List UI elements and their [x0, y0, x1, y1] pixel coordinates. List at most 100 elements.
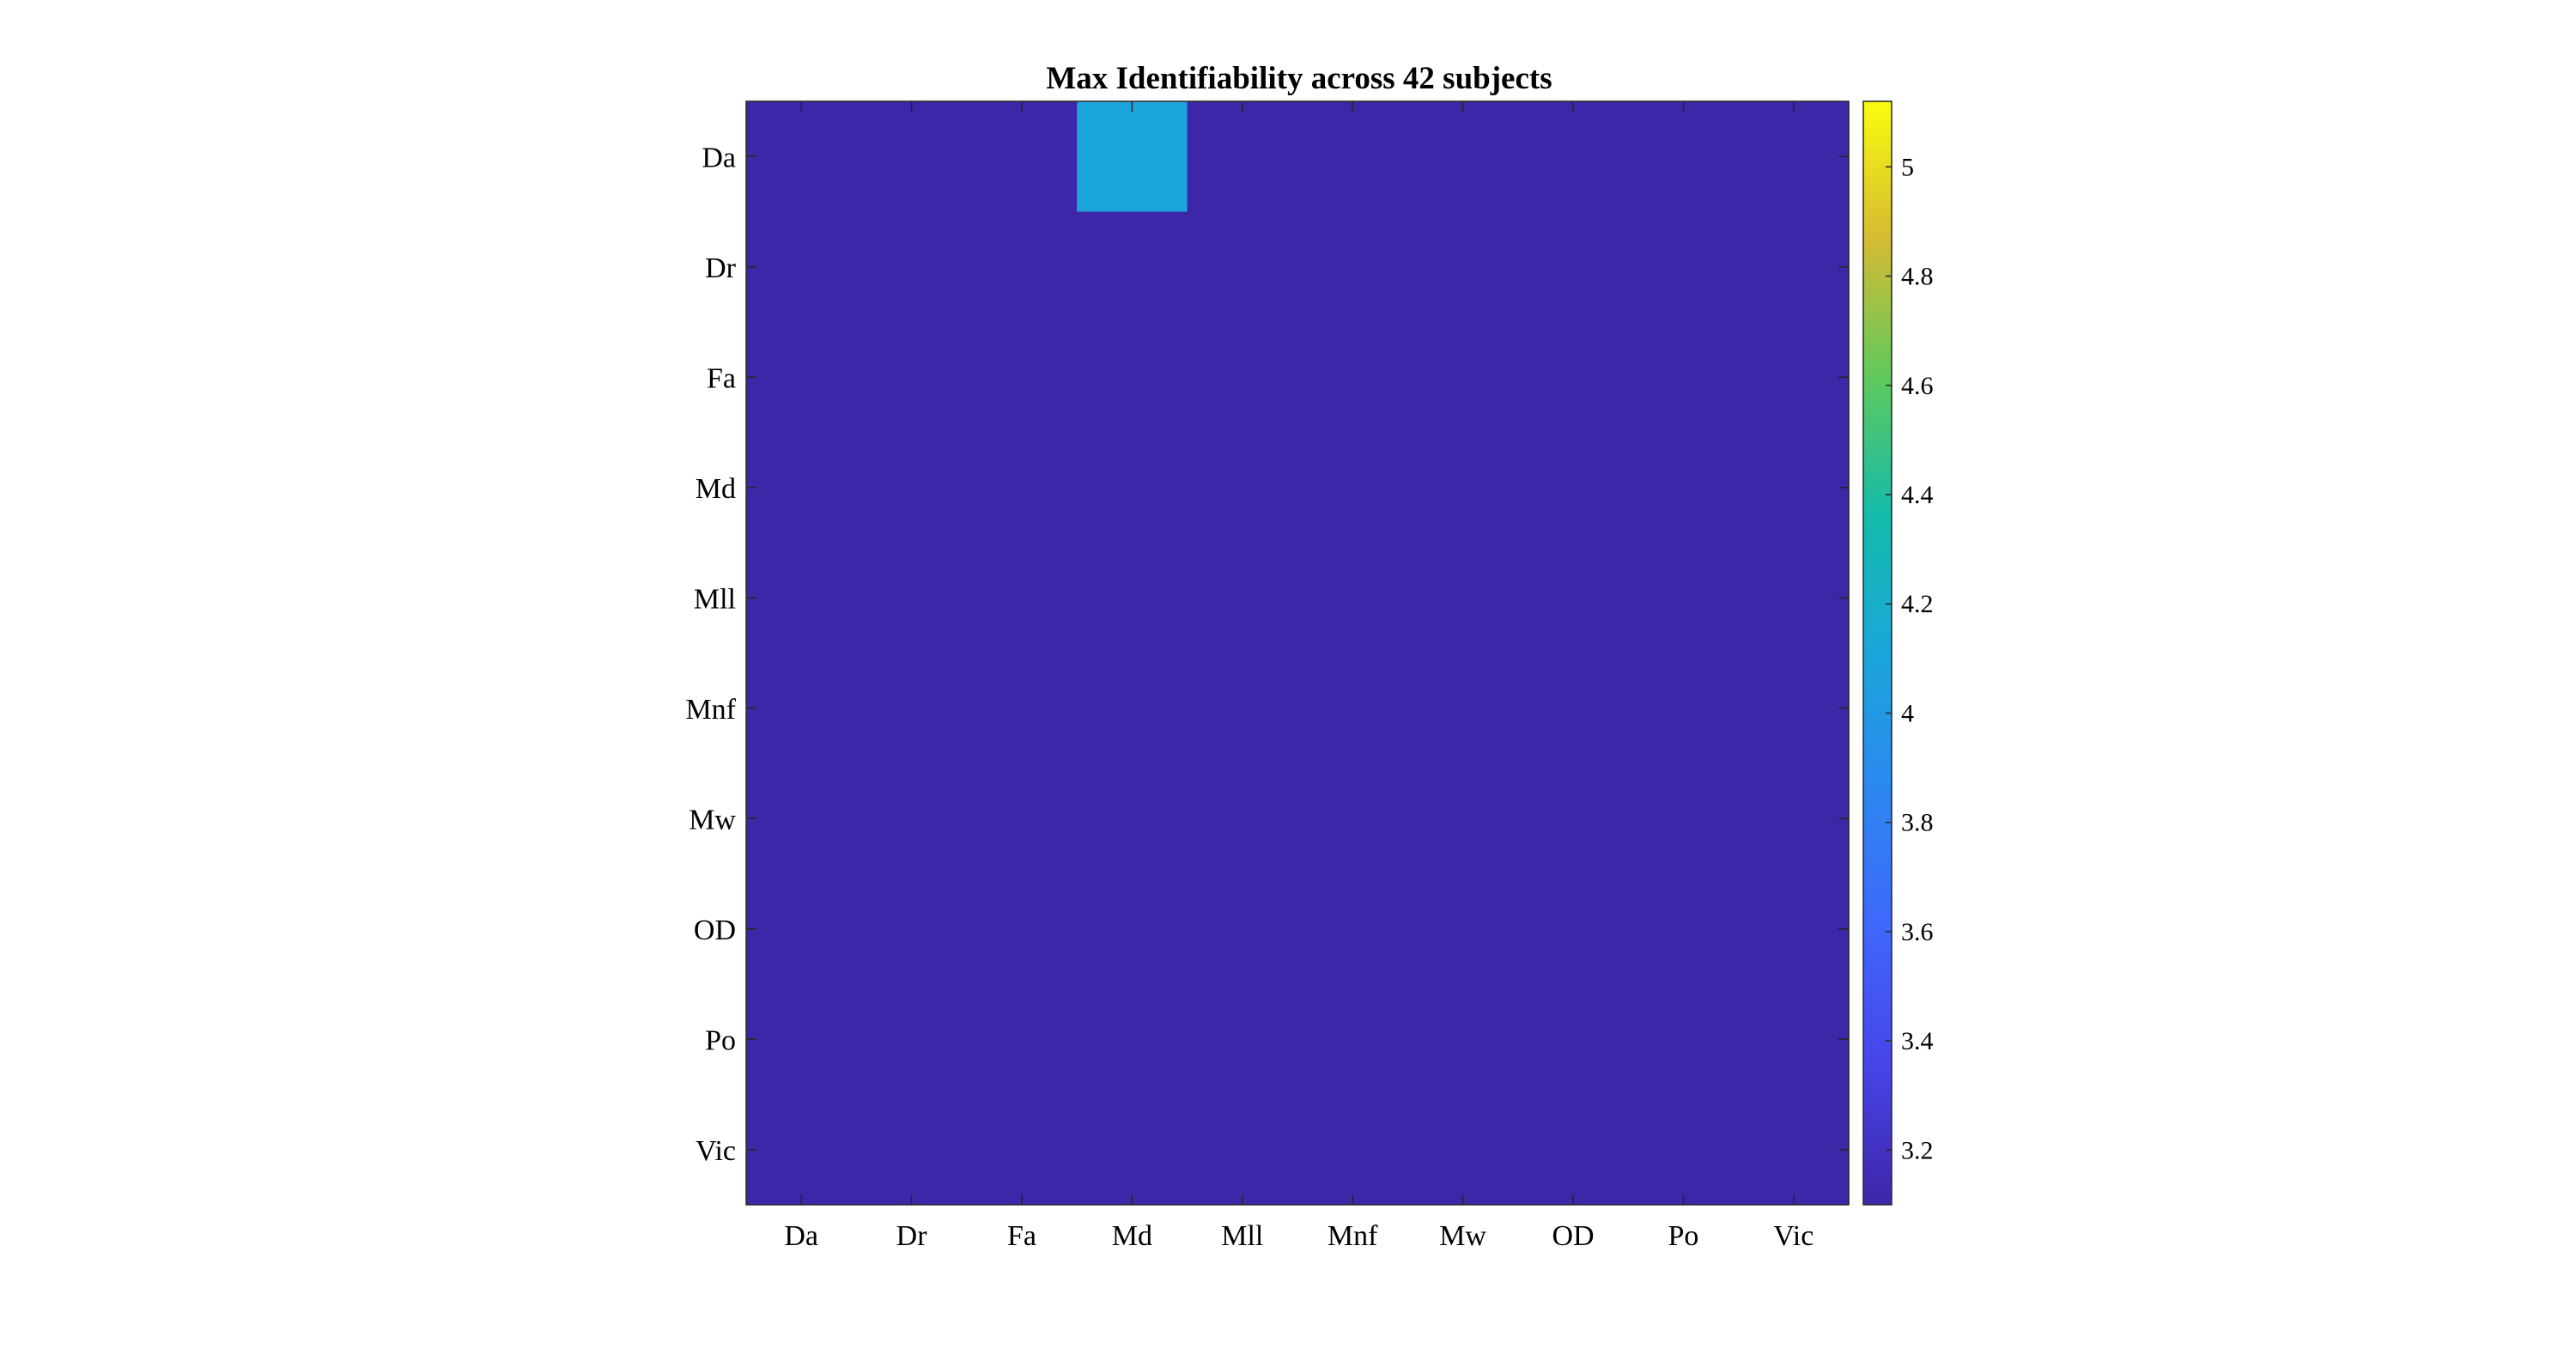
- chart-title: Max Identifiability across 42 subjects: [1046, 61, 1552, 96]
- heatmap-cell-Mnf-Fa: [966, 653, 1078, 764]
- heatmap-cell-Mll-Po: [1628, 543, 1740, 654]
- heatmap-cell-Mnf-Mll: [1187, 653, 1298, 764]
- heatmap-cell-Md-Da: [746, 432, 857, 544]
- heatmap-cell-Vic-Mw: [1407, 1094, 1519, 1206]
- heatmap-cell-Dr-Md: [1077, 211, 1188, 323]
- heatmap-cell-Vic-Da: [746, 1094, 857, 1206]
- heatmap-cell-Mnf-Md: [1077, 653, 1188, 764]
- heatmap-cell-Mll-Da: [746, 543, 857, 654]
- heatmap-cell-Mw-Dr: [856, 763, 968, 875]
- x-tick-label: Fa: [1007, 1220, 1036, 1252]
- x-tick-label: Mnf: [1327, 1220, 1378, 1252]
- heatmap-cell-Po-Vic: [1738, 984, 1850, 1096]
- heatmap-cell-Vic-Dr: [856, 1094, 968, 1206]
- colorbar-tick-label: 3.2: [1901, 1136, 1934, 1164]
- heatmap-cell-Mw-Po: [1628, 763, 1740, 875]
- heatmap-cell-Vic-Md: [1077, 1094, 1188, 1206]
- heatmap-cell-Dr-Mnf: [1297, 211, 1408, 323]
- x-tick-label: Dr: [896, 1220, 928, 1252]
- heatmap-cell-Fa-Mw: [1407, 322, 1519, 434]
- colorbar-tick-label: 5: [1901, 153, 1914, 181]
- y-tick-label: Dr: [705, 252, 737, 284]
- heatmap-cell-Po-Mw: [1407, 984, 1519, 1096]
- y-tick-label: Da: [702, 142, 736, 173]
- heatmap-cell-Po-Da: [746, 984, 857, 1096]
- heatmap-cell-Po-Md: [1077, 984, 1188, 1096]
- heatmap-cell-Fa-OD: [1517, 322, 1629, 434]
- heatmap-cell-Fa-Dr: [856, 322, 968, 434]
- heatmap-cell-Fa-Da: [746, 322, 857, 434]
- heatmap-cell-Mnf-Po: [1628, 653, 1740, 764]
- heatmap-cell-Vic-OD: [1517, 1094, 1629, 1206]
- colorbar: 3.2 3.4 3.6 3.8 4 4.2 4.4 4.6 4.8 5: [1862, 100, 1934, 1206]
- heatmap-cell-Da-Mw: [1407, 101, 1519, 213]
- x-tick-label: Mw: [1439, 1220, 1486, 1252]
- heatmap-cell-Mll-Mll: [1187, 543, 1298, 654]
- heatmap-cell-Da-OD: [1517, 101, 1629, 213]
- y-axis: Da Dr Fa Md Mll Mnf Mw OD Po Vic: [685, 142, 1849, 1167]
- heatmap-cell-Vic-Fa: [966, 1094, 1078, 1206]
- colorbar-tick-label: 4.2: [1901, 590, 1934, 618]
- heatmap-cell-Dr-Dr: [856, 211, 968, 323]
- heatmap-cell-Po-Mnf: [1297, 984, 1408, 1096]
- heatmap-cell-Vic-Mnf: [1297, 1094, 1408, 1206]
- heatmap-cell-Md-Fa: [966, 432, 1078, 544]
- heatmap-cell-Fa-Vic: [1738, 322, 1850, 434]
- colorbar-tick-label: 3.8: [1901, 809, 1934, 837]
- heatmap-cell-Da-Dr: [856, 101, 968, 213]
- heatmap-cell-Fa-Mnf: [1297, 322, 1408, 434]
- heatmap-cell-Md-OD: [1517, 432, 1629, 544]
- y-tick-label: Mnf: [685, 694, 736, 726]
- x-tick-label: Vic: [1773, 1220, 1814, 1252]
- heatmap-cell-Dr-OD: [1517, 211, 1629, 323]
- heatmap-cell-Mw-Mw: [1407, 763, 1519, 875]
- heatmap-cell-Mll-Mw: [1407, 543, 1519, 654]
- heatmap-cell-Mnf-OD: [1517, 653, 1629, 764]
- heatmap-cell-Md-Po: [1628, 432, 1740, 544]
- y-tick-label: Fa: [707, 362, 736, 394]
- heatmap-cell-Po-Dr: [856, 984, 968, 1096]
- heatmap-cell-Da-Po: [1628, 101, 1740, 213]
- colorbar-tick-label: 4.6: [1901, 372, 1934, 400]
- heatmap-cell-Mw-Da: [746, 763, 857, 875]
- colorbar-tick-label: 3.6: [1901, 918, 1934, 946]
- heatmap-cell-Mw-Mll: [1187, 763, 1298, 875]
- heatmap-cell-Mll-Mnf: [1297, 543, 1408, 654]
- x-axis: Da Dr Fa Md Mll Mnf Mw OD Po Vic: [784, 101, 1814, 1252]
- colorbar-ticks: 3.2 3.4 3.6 3.8 4 4.2 4.4 4.6 4.8 5: [1886, 153, 1934, 1164]
- heatmap-cell-Dr-Da: [746, 211, 857, 323]
- heatmap-cell-Po-Po: [1628, 984, 1740, 1096]
- heatmap-cell-Mll-Md: [1077, 543, 1188, 654]
- heatmap-cell-Md-Mll: [1187, 432, 1298, 544]
- heatmap-cell-Mnf-Da: [746, 653, 857, 764]
- heatmap-cell-Da-Mnf: [1297, 101, 1408, 213]
- heatmap-cell-OD-Mw: [1407, 873, 1519, 985]
- heatmap-cell-Dr-Mw: [1407, 211, 1519, 323]
- heatmap-cell-Mw-Mnf: [1297, 763, 1408, 875]
- heatmap-cell-Md-Mw: [1407, 432, 1519, 544]
- heatmap-cell-Mw-OD: [1517, 763, 1629, 875]
- heatmap-cell-Md-Md: [1077, 432, 1188, 544]
- colorbar-tick-label: 4.8: [1901, 263, 1934, 291]
- heatmap-cell-Dr-Mll: [1187, 211, 1298, 323]
- x-tick-label: Md: [1112, 1220, 1152, 1252]
- heatmap-cell-OD-Fa: [966, 873, 1078, 985]
- heatmap-cell-Fa-Po: [1628, 322, 1740, 434]
- heatmap-cell-OD-Md: [1077, 873, 1188, 985]
- heatmap-cell-Dr-Fa: [966, 211, 1078, 323]
- heatmap-cell-OD-Vic: [1738, 873, 1850, 985]
- y-tick-label: OD: [694, 915, 736, 946]
- plot-frame: [745, 100, 1850, 1206]
- x-tick-label: Da: [784, 1220, 818, 1252]
- heatmap-cell-Mll-OD: [1517, 543, 1629, 654]
- heatmap-cell-Vic-Mll: [1187, 1094, 1298, 1206]
- heatmap-cell-Po-Fa: [966, 984, 1078, 1096]
- y-tick-label: Mll: [694, 583, 736, 615]
- heatmap-cell-Da-Mll: [1187, 101, 1298, 213]
- heatmap-cell-Dr-Vic: [1738, 211, 1850, 323]
- heatmap-cell-Mnf-Mw: [1407, 653, 1519, 764]
- x-tick-label: Mll: [1221, 1220, 1263, 1252]
- heatmap-cell-Mll-Vic: [1738, 543, 1850, 654]
- heatmap-cell-Da-Fa: [966, 101, 1078, 213]
